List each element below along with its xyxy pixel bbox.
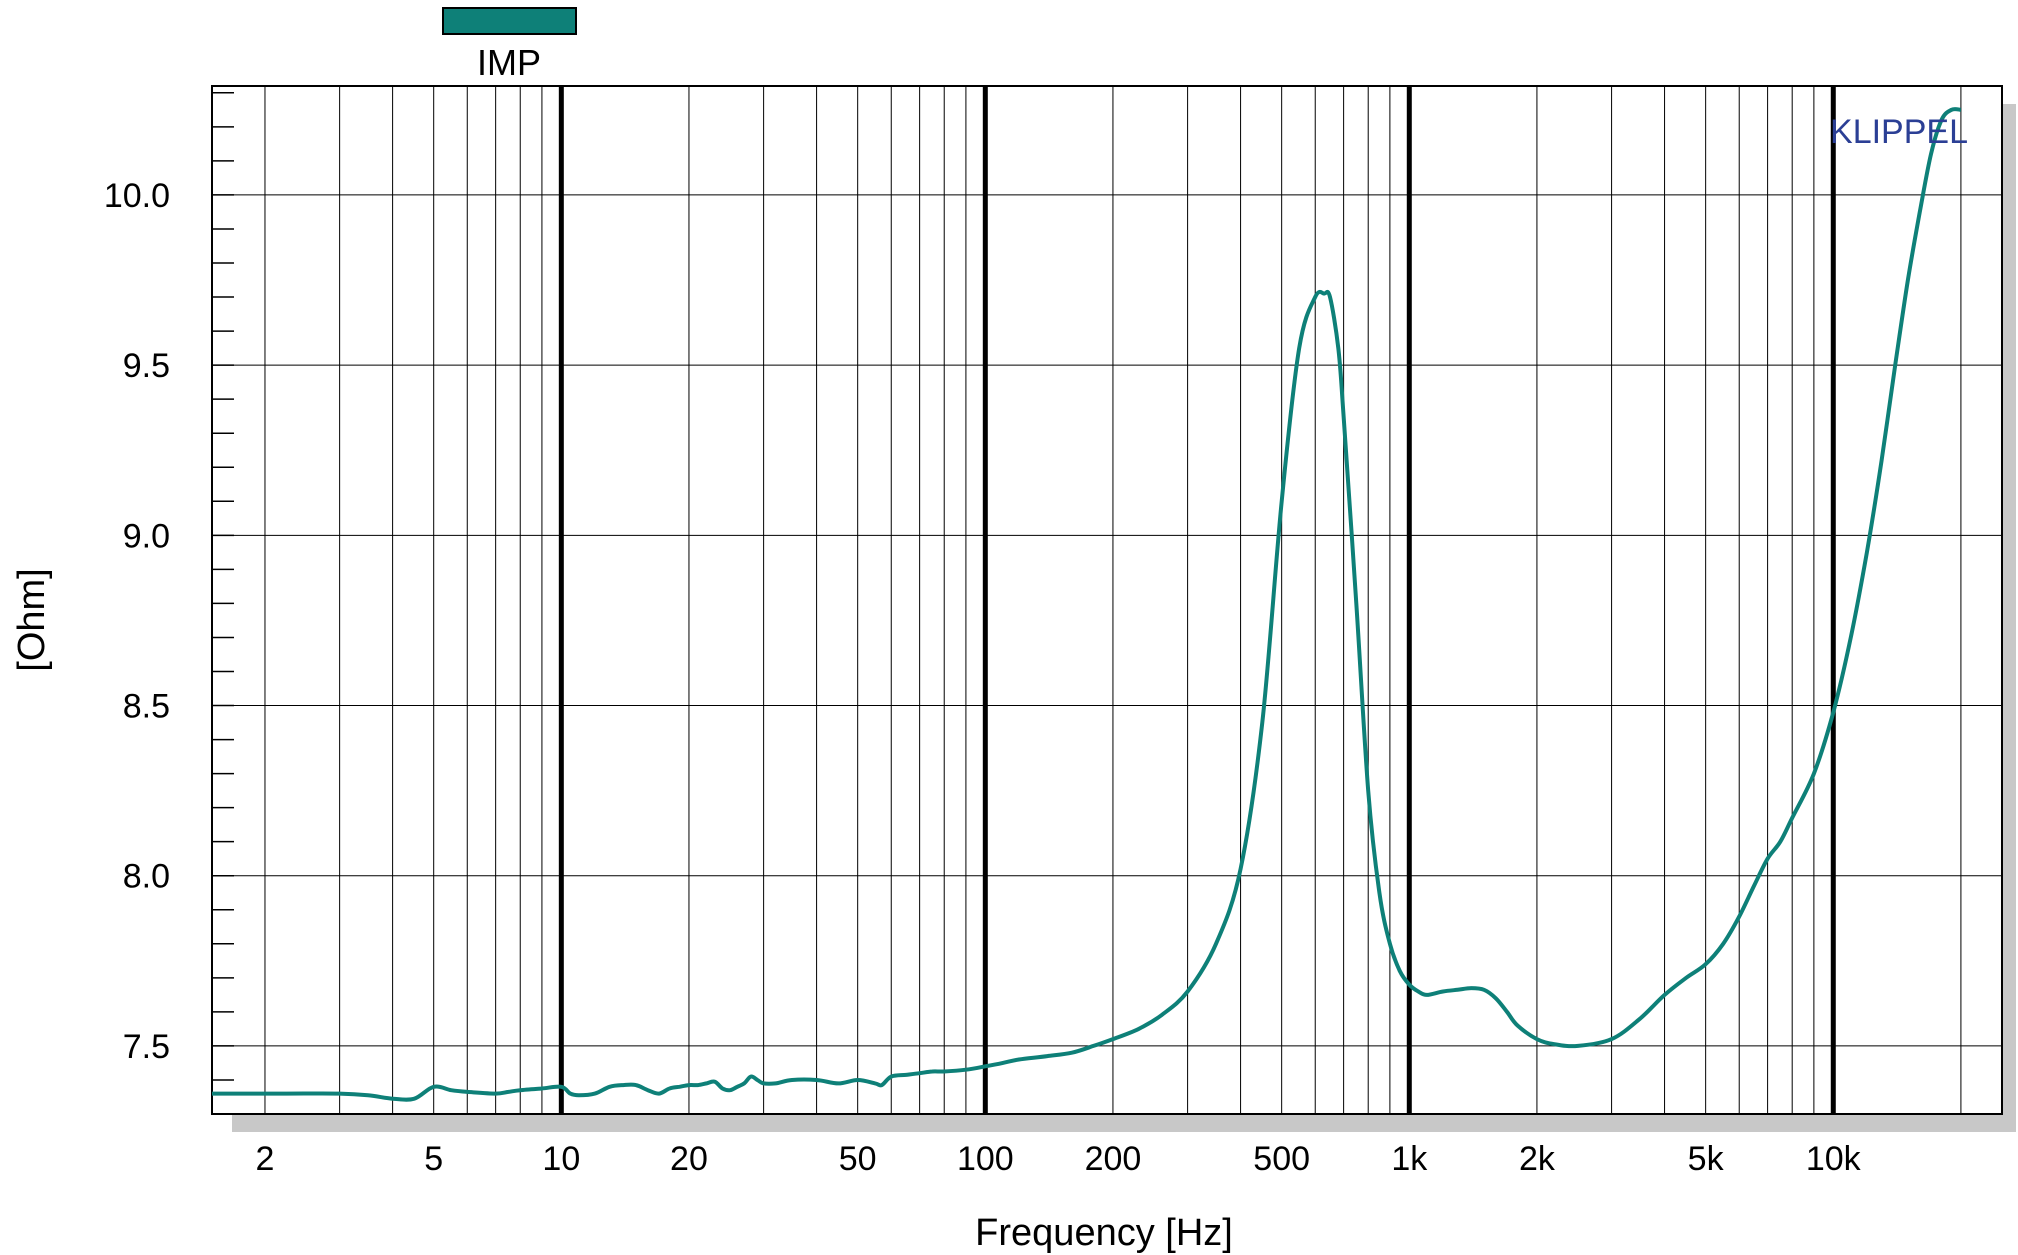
x-tick-label: 200: [1085, 1140, 1142, 1178]
x-tick-labels: 2 5 10 20 50 100 200 500 1k 2k 5k 10k: [256, 1140, 1862, 1178]
major-gridlines: [212, 194, 2002, 1047]
x-tick-label: 5k: [1688, 1140, 1725, 1178]
x-tick-label: 10k: [1806, 1140, 1862, 1178]
plot-frame: [211, 85, 2003, 1115]
minor-gridlines: [264, 86, 1962, 1114]
y-tick-label: 9.5: [123, 347, 170, 385]
x-tick-label: 2: [256, 1140, 275, 1178]
y-tick-labels: 7.5 8.0 8.5 9.0 9.5 10.0: [104, 177, 170, 1066]
legend-swatch-imp: [442, 7, 577, 35]
y-axis-title: [Ohm]: [11, 568, 53, 671]
y-tick-label: 10.0: [104, 177, 170, 215]
x-tick-label: 50: [839, 1140, 877, 1178]
plot-area: [212, 86, 2002, 1114]
x-tick-label: 1k: [1391, 1140, 1428, 1178]
decade-lines: [558, 86, 1836, 1114]
legend-label-imp: IMP: [477, 42, 541, 83]
x-tick-label: 10: [542, 1140, 580, 1178]
y-tick-label: 9.0: [123, 517, 170, 555]
series-layer: [211, 107, 1962, 1102]
y-tick-label: 8.5: [123, 688, 170, 726]
y-tick-label: 8.0: [123, 858, 170, 896]
y-tick-label: 7.5: [123, 1028, 170, 1066]
series-line-imp: [211, 107, 1962, 1102]
x-axis-title: Frequency [Hz]: [975, 1212, 1233, 1254]
klippel-watermark: KLIPPEL: [1830, 113, 1968, 151]
x-tick-label: 2k: [1519, 1140, 1556, 1178]
plot-shadow-right: [2002, 104, 2016, 1132]
x-tick-label: 500: [1253, 1140, 1310, 1178]
y-minor-ticks: [212, 92, 234, 1115]
x-tick-label: 5: [424, 1140, 443, 1178]
plot-shadow-bottom: [232, 1114, 2002, 1132]
x-tick-label: 20: [670, 1140, 708, 1178]
x-tick-label: 100: [957, 1140, 1014, 1178]
